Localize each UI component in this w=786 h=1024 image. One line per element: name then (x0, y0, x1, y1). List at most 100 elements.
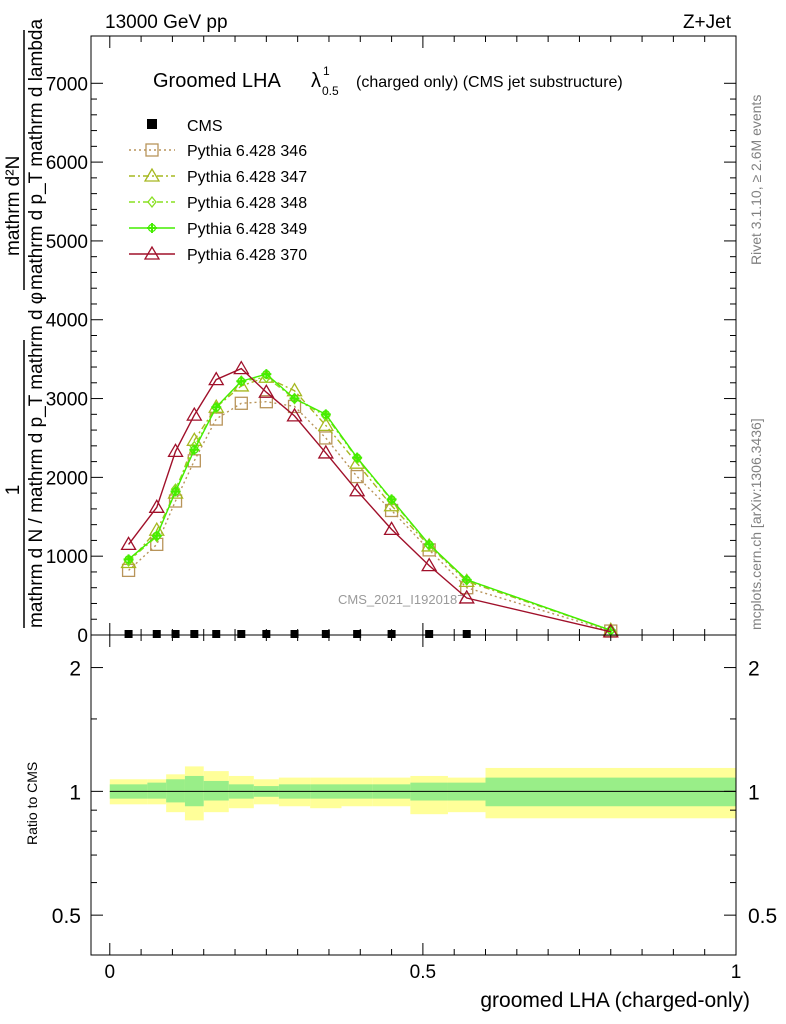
series-marker (259, 395, 273, 409)
series-marker (286, 407, 303, 422)
series-marker (387, 495, 396, 504)
series-3 (123, 369, 616, 636)
series-marker (212, 403, 221, 412)
series-marker (120, 536, 137, 551)
series-marker (190, 445, 199, 454)
ratio-xtick-label: 1 (731, 962, 742, 983)
main-ytick-label: 3000 (46, 390, 88, 411)
series-marker (383, 521, 400, 536)
cms-point (124, 630, 133, 638)
cms-point (290, 630, 299, 638)
legend-label: CMS (187, 118, 223, 135)
main-title-sub: 0.5 (322, 84, 339, 98)
series-marker (421, 557, 438, 572)
cms-point (387, 630, 396, 638)
series-marker (187, 454, 201, 468)
ratio-ytick-label-right: 2 (748, 658, 760, 681)
ylabel-denom-1: mathrm d N / mathrm d p_T mathrm d φ (26, 292, 47, 628)
ratio-bands (109, 766, 736, 821)
legend-marker (143, 245, 161, 260)
watermark: CMS_2021_I1920187 (338, 592, 465, 607)
legend-label: Pythia 6.428 347 (187, 169, 307, 186)
series-marker (152, 531, 161, 540)
series-line (128, 373, 612, 631)
ratio-y-label: Ratio to CMS (24, 762, 40, 845)
legend-marker (147, 195, 157, 209)
main-title-sup: 1 (323, 64, 330, 78)
ratio-ticks (91, 635, 737, 955)
legend: CMS Pythia 6.428 346 Pythia 6.428 347 Pythi… (129, 118, 307, 264)
cms-point (212, 630, 221, 638)
cms-point (237, 630, 246, 638)
ratio-band-stat (166, 779, 185, 803)
ylabel-denom-2: mathrm d p_T mathrm d lambda (26, 19, 47, 290)
main-ytick-label: 4000 (46, 311, 88, 332)
legend-marker (143, 167, 161, 182)
ratio-xtick-label: 0.5 (410, 962, 436, 983)
main-ytick-label: 7000 (46, 74, 88, 95)
series-marker (208, 371, 225, 386)
cms-point (190, 630, 199, 638)
cms-point (353, 630, 362, 638)
series-marker (171, 487, 180, 496)
legend-label: Pythia 6.428 370 (187, 247, 307, 264)
main-ytick-label: 6000 (46, 153, 88, 174)
legend-marker (145, 143, 159, 157)
ylabel-numer-1: 1 (3, 485, 24, 496)
series-marker (321, 410, 330, 419)
cms-point (171, 630, 180, 638)
cms-point (462, 630, 471, 638)
series-marker (233, 360, 250, 375)
series-marker (262, 369, 271, 379)
series-marker (425, 540, 434, 549)
series-marker (124, 555, 133, 564)
series-marker (290, 394, 299, 403)
legend-label: Pythia 6.428 348 (187, 195, 307, 212)
main-ytick-label: 2000 (46, 468, 88, 489)
series-marker (237, 377, 246, 386)
cms-point (152, 630, 161, 638)
mcplots-label: mcplots.cern.ch [arXiv:1306.3436] (748, 418, 764, 630)
series-marker (458, 589, 475, 604)
series-marker (462, 575, 471, 584)
series-marker (234, 396, 248, 410)
legend-label: Pythia 6.428 346 (187, 143, 307, 160)
series-marker (352, 453, 362, 462)
header-left: 13000 GeV pp (105, 12, 228, 33)
series-marker (121, 563, 136, 578)
series-marker (319, 431, 333, 445)
series-marker (186, 406, 203, 421)
ratio-ytick-label: 2 (69, 658, 81, 681)
ratio-ytick-label-right: 1 (748, 781, 760, 804)
series-line (128, 367, 611, 633)
rivet-label: Rivet 3.1.10, ≥ 2.6M events (748, 95, 764, 265)
main-y-label: 1 mathrm d N / mathrm d p_T mathrm d φ m… (3, 19, 47, 628)
main-ytick-label: 1000 (46, 547, 88, 568)
main-ytick-label: 0 (77, 626, 88, 647)
main-title: Groomed LHA λ 1 0.5 (charged only) (CMS … (153, 64, 623, 98)
main-title-rest: (charged only) (CMS jet substructure) (356, 74, 623, 91)
series-marker (317, 444, 334, 459)
legend-cms-marker (147, 119, 157, 129)
series-marker (148, 499, 165, 513)
ratio-band-stat (203, 780, 229, 801)
ratio-ytick-label: 0.5 (52, 905, 81, 928)
main-y-ticks (91, 36, 737, 636)
x-axis-label: groomed LHA (charged-only) (480, 989, 750, 1012)
series-marker (167, 443, 184, 458)
header-right: Z+Jet (683, 12, 732, 33)
series-marker (317, 417, 334, 432)
series-marker (349, 482, 366, 497)
cms-data-points (124, 630, 471, 638)
main-title-lambda: λ (311, 70, 321, 92)
ratio-ytick-label-right: 0.5 (748, 905, 777, 928)
ylabel-numer-2: mathrm d²N (3, 156, 24, 256)
series-4 (120, 360, 619, 638)
cms-point (425, 630, 434, 638)
legend-label: Pythia 6.428 349 (187, 221, 307, 238)
legend-marker (147, 223, 157, 233)
ratio-y-tick-labels: 0.5 0.5 1 1 2 2 (52, 658, 777, 929)
ratio-xtick-label: 0 (104, 962, 115, 983)
ratio-plot-frame (90, 634, 737, 956)
